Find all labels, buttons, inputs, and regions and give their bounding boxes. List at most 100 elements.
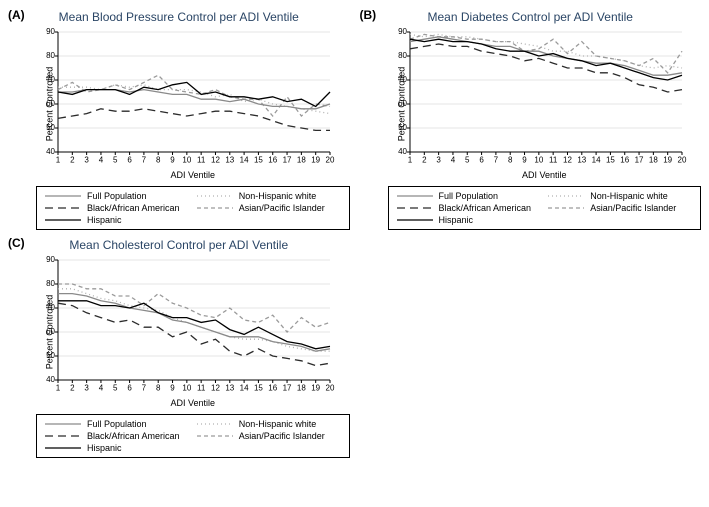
svg-text:20: 20 bbox=[677, 156, 686, 165]
svg-text:16: 16 bbox=[620, 156, 629, 165]
svg-text:7: 7 bbox=[142, 384, 147, 393]
legend-swatch-hispanic bbox=[45, 443, 81, 453]
panel-grid: (A) Mean Blood Pressure Control per ADI … bbox=[8, 8, 701, 458]
svg-text:14: 14 bbox=[591, 156, 600, 165]
legend-label-asian-pacific-islander: Asian/Pacific Islander bbox=[590, 203, 676, 213]
panel-b-letter: (B) bbox=[360, 8, 377, 22]
svg-text:3: 3 bbox=[84, 156, 89, 165]
svg-text:4: 4 bbox=[99, 156, 104, 165]
legend-swatch-black-african-american bbox=[397, 203, 433, 213]
svg-text:15: 15 bbox=[254, 384, 263, 393]
legend-label-hispanic: Hispanic bbox=[439, 215, 474, 225]
panel-c-legend: Full Population Non-Hispanic white Black/A… bbox=[36, 414, 350, 458]
legend-swatch-asian-pacific-islander bbox=[197, 431, 233, 441]
svg-text:40: 40 bbox=[46, 147, 55, 156]
legend-item-full-population: Full Population bbox=[45, 419, 189, 429]
legend-swatch-non-hispanic-white bbox=[197, 419, 233, 429]
panel-a-xlabel: ADI Ventile bbox=[36, 170, 350, 180]
svg-text:19: 19 bbox=[311, 156, 320, 165]
legend-item-hispanic: Hispanic bbox=[397, 215, 541, 225]
legend-label-asian-pacific-islander: Asian/Pacific Islander bbox=[239, 431, 325, 441]
svg-text:3: 3 bbox=[84, 384, 89, 393]
legend-swatch-hispanic bbox=[397, 215, 433, 225]
svg-text:13: 13 bbox=[577, 156, 586, 165]
svg-text:80: 80 bbox=[398, 51, 407, 60]
legend-label-hispanic: Hispanic bbox=[87, 215, 122, 225]
legend-label-black-african-american: Black/African American bbox=[87, 431, 180, 441]
legend-label-full-population: Full Population bbox=[87, 419, 147, 429]
legend-label-full-population: Full Population bbox=[87, 191, 147, 201]
svg-text:15: 15 bbox=[605, 156, 614, 165]
svg-text:13: 13 bbox=[225, 384, 234, 393]
legend-swatch-full-population bbox=[397, 191, 433, 201]
svg-text:12: 12 bbox=[211, 384, 220, 393]
svg-text:90: 90 bbox=[46, 256, 55, 264]
legend-swatch-asian-pacific-islander bbox=[197, 203, 233, 213]
panel-a-legend: Full PopulationNon-Hispanic whiteBlack/A… bbox=[36, 186, 350, 230]
svg-text:2: 2 bbox=[422, 156, 427, 165]
legend-item-black-african-american: Black/African American bbox=[397, 203, 541, 213]
legend-label-non-hispanic-white: Non-Hispanic white bbox=[239, 419, 317, 429]
svg-text:1: 1 bbox=[56, 156, 61, 165]
panel-c-svg: 4050607080901234567891011121314151617181… bbox=[36, 256, 336, 396]
legend-label-full-population: Full Population bbox=[439, 191, 499, 201]
svg-text:20: 20 bbox=[326, 156, 335, 165]
svg-text:8: 8 bbox=[156, 384, 161, 393]
legend-swatch-hispanic bbox=[45, 215, 81, 225]
svg-text:17: 17 bbox=[634, 156, 643, 165]
legend-item-black-african-american: Black/African American bbox=[45, 431, 189, 441]
legend-label-hispanic: Hispanic bbox=[87, 443, 122, 453]
legend-swatch-black-african-american bbox=[45, 203, 81, 213]
svg-text:3: 3 bbox=[436, 156, 441, 165]
svg-text:15: 15 bbox=[254, 156, 263, 165]
legend-swatch-black-african-american bbox=[45, 431, 81, 441]
legend-swatch-non-hispanic-white bbox=[548, 191, 584, 201]
panel-c-letter: (C) bbox=[8, 236, 25, 250]
panel-a-ylabel: Percent Controlled bbox=[44, 67, 54, 142]
svg-text:5: 5 bbox=[465, 156, 470, 165]
panel-c-title: Mean Cholesterol Control per ADI Ventile bbox=[8, 238, 350, 252]
svg-text:11: 11 bbox=[549, 156, 558, 165]
svg-text:90: 90 bbox=[398, 28, 407, 36]
svg-text:90: 90 bbox=[46, 28, 55, 36]
svg-text:18: 18 bbox=[648, 156, 657, 165]
panel-b-ylabel: Percent Controlled bbox=[396, 67, 406, 142]
svg-text:4: 4 bbox=[99, 384, 104, 393]
panel-b: (B) Mean Diabetes Control per ADI Ventil… bbox=[360, 8, 702, 230]
panel-b-svg: 4050607080901234567891011121314151617181… bbox=[388, 28, 688, 168]
svg-text:9: 9 bbox=[522, 156, 527, 165]
panel-a-letter: (A) bbox=[8, 8, 25, 22]
panel-a-svg: 4050607080901234567891011121314151617181… bbox=[36, 28, 336, 168]
legend-item-asian-pacific-islander: Asian/Pacific Islander bbox=[197, 431, 341, 441]
legend-swatch-full-population bbox=[45, 419, 81, 429]
svg-text:19: 19 bbox=[663, 156, 672, 165]
svg-text:17: 17 bbox=[283, 156, 292, 165]
svg-text:10: 10 bbox=[182, 384, 191, 393]
svg-text:9: 9 bbox=[170, 156, 175, 165]
svg-text:2: 2 bbox=[70, 156, 75, 165]
svg-text:10: 10 bbox=[534, 156, 543, 165]
legend-item-non-hispanic-white: Non-Hispanic white bbox=[197, 419, 341, 429]
svg-text:8: 8 bbox=[156, 156, 161, 165]
legend-item-full-population: Full Population bbox=[397, 191, 541, 201]
svg-text:1: 1 bbox=[407, 156, 412, 165]
legend-swatch-non-hispanic-white bbox=[197, 191, 233, 201]
svg-text:6: 6 bbox=[479, 156, 484, 165]
svg-text:7: 7 bbox=[493, 156, 498, 165]
panel-b-legend: Full PopulationNon-Hispanic whiteBlack/A… bbox=[388, 186, 702, 230]
legend-item-asian-pacific-islander: Asian/Pacific Islander bbox=[548, 203, 692, 213]
svg-text:6: 6 bbox=[127, 384, 132, 393]
svg-text:80: 80 bbox=[46, 51, 55, 60]
legend-label-black-african-american: Black/African American bbox=[439, 203, 532, 213]
svg-text:5: 5 bbox=[113, 384, 118, 393]
svg-text:5: 5 bbox=[113, 156, 118, 165]
svg-text:80: 80 bbox=[46, 279, 55, 288]
panel-c-ylabel: Percent Controlled bbox=[44, 295, 54, 370]
svg-text:18: 18 bbox=[297, 384, 306, 393]
panel-c: (C) Mean Cholesterol Control per ADI Ven… bbox=[8, 236, 350, 458]
legend-item-asian-pacific-islander: Asian/Pacific Islander bbox=[197, 203, 341, 213]
svg-text:17: 17 bbox=[283, 384, 292, 393]
svg-text:16: 16 bbox=[268, 384, 277, 393]
panel-b-xlabel: ADI Ventile bbox=[388, 170, 702, 180]
svg-text:19: 19 bbox=[311, 384, 320, 393]
